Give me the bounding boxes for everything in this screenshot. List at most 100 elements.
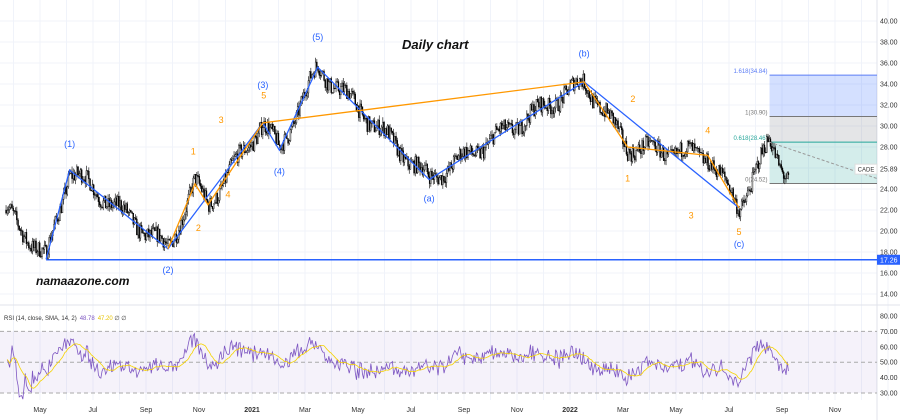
candle-body [584, 87, 587, 91]
candle-body [278, 144, 281, 147]
candle-body [499, 122, 502, 132]
candle-body [752, 170, 755, 173]
candle-body [586, 90, 588, 94]
candle-body [349, 93, 352, 99]
candle-body [25, 232, 28, 244]
candle-body [588, 90, 590, 98]
wave-label: (1) [64, 139, 75, 149]
candle-body [272, 126, 275, 130]
candle-body [326, 78, 329, 91]
candle-body [395, 136, 397, 141]
candle-body [653, 140, 655, 143]
candle-body [283, 134, 286, 151]
candle-body [686, 140, 689, 153]
candle-body [22, 230, 24, 243]
candle-body [440, 175, 443, 185]
candle-body [467, 150, 469, 158]
candle-body [260, 122, 263, 135]
y-tick-label: 16.00 [880, 271, 898, 278]
wave-label: (c) [734, 239, 745, 249]
candle-body [294, 122, 296, 124]
candle-body [562, 97, 564, 104]
y-tick-label: 40.00 [880, 19, 898, 26]
candle-body [610, 110, 612, 119]
candle-body [438, 177, 440, 185]
candle-body [43, 244, 46, 250]
rsi-tick-label: 40.00 [880, 375, 898, 382]
candle-body [332, 87, 335, 93]
candle-body [256, 136, 258, 144]
candle-body [214, 201, 216, 205]
candle-body [590, 93, 593, 102]
candle-body [751, 172, 754, 192]
x-tick-label: May [33, 407, 47, 414]
candle-body [252, 142, 254, 152]
candle-body [184, 214, 186, 221]
candle-body [565, 86, 568, 90]
candle-body [124, 204, 126, 210]
candle-body [749, 189, 751, 192]
candles [5, 57, 790, 260]
candle-body [545, 107, 547, 109]
candle-body [582, 73, 584, 87]
candle-body [16, 211, 18, 221]
candle-body [24, 232, 26, 238]
candle-body [120, 200, 122, 211]
candle-body [271, 124, 274, 130]
candle-body [403, 156, 406, 163]
candle-body [122, 204, 125, 213]
candle-body [66, 186, 68, 195]
candle-body [40, 256, 42, 258]
y-tick-label: 32.00 [880, 103, 898, 110]
candle-body [254, 135, 257, 138]
x-tick-label: Sep [458, 407, 471, 414]
candle-body [76, 166, 78, 175]
y-tick-label: 34.00 [880, 82, 898, 89]
candle-body [28, 242, 30, 249]
candle-body [316, 61, 318, 67]
candle-body [727, 183, 730, 186]
candle-body [664, 160, 666, 162]
candle-body [758, 163, 761, 169]
last-price-label: 25.89 [880, 167, 898, 174]
candle-body [506, 121, 509, 128]
candle-body [768, 138, 770, 142]
candle-body [529, 104, 532, 123]
candle-body [649, 140, 652, 142]
candle-body [625, 140, 628, 155]
candle-body [767, 136, 769, 142]
candle-body [671, 149, 673, 151]
y-tick-label: 14.00 [880, 292, 898, 299]
candle-body [14, 210, 17, 212]
candle-body [446, 166, 449, 174]
candle-body [392, 132, 395, 145]
candle-body [358, 105, 360, 118]
candle-body [719, 165, 721, 176]
fib-zone [769, 75, 877, 117]
candle-body [532, 104, 534, 111]
candle-body [678, 149, 680, 152]
candle-body [761, 147, 763, 155]
candle-body [570, 79, 572, 84]
candle-body [413, 160, 415, 174]
candle-body [637, 144, 640, 151]
candle-body [222, 183, 224, 186]
fib-level-label: 1(30.90) [745, 111, 767, 117]
wave-label: 4 [226, 189, 231, 199]
candle-body [325, 78, 328, 88]
candle-body [407, 156, 409, 167]
candle-body [415, 156, 418, 173]
candle-body [216, 193, 218, 204]
candle-body [452, 156, 455, 170]
candle-body [427, 171, 430, 177]
candle-body [474, 155, 476, 157]
candle-body [636, 149, 638, 151]
candle-body [107, 198, 109, 208]
candle-body [194, 173, 197, 185]
candle-body [277, 133, 280, 145]
candle-body [89, 178, 91, 191]
candle-body [762, 144, 764, 155]
candle-body [26, 242, 29, 244]
candle-body [454, 155, 456, 157]
